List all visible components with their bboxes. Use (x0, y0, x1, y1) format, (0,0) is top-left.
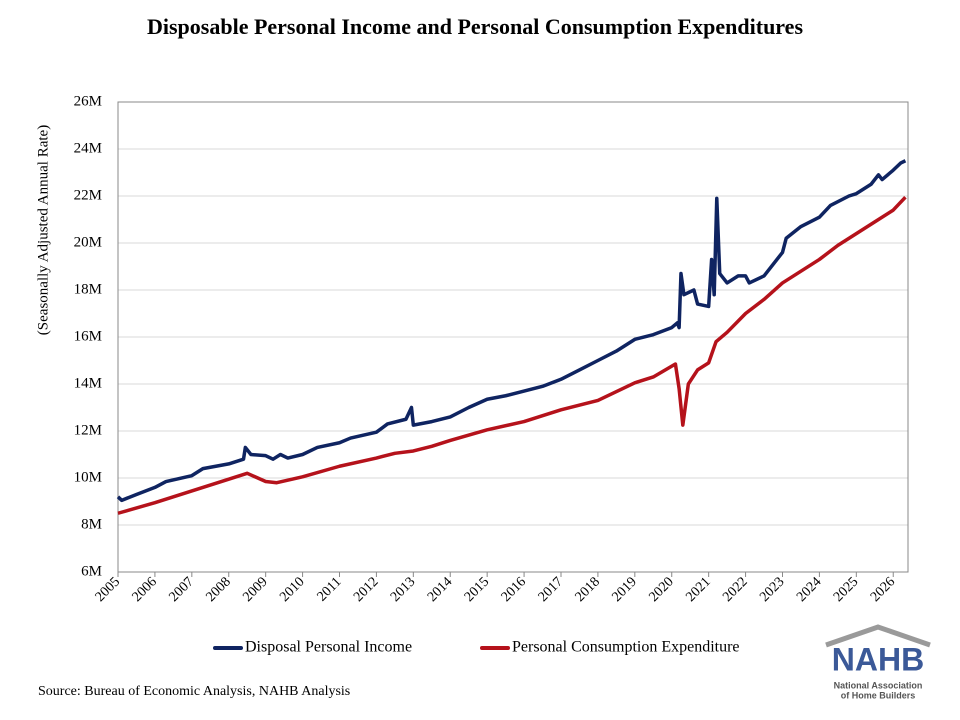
x-tick-label: 2023 (757, 574, 787, 604)
y-tick-label: 22M (74, 187, 102, 203)
y-tick-label: 14M (74, 375, 102, 391)
y-tick-label: 24M (74, 140, 102, 156)
source: Source: Bureau of Economic Analysis, NAH… (38, 684, 350, 699)
x-tick-label: 2006 (130, 574, 160, 604)
x-tick-label: 2008 (203, 574, 233, 604)
x-tick-label: 2022 (720, 574, 750, 604)
y-tick-label: 10M (74, 469, 102, 485)
x-tick-label: 2010 (277, 574, 307, 604)
x-tick-label: 2014 (425, 574, 455, 604)
y-tick-label: 8M (81, 516, 102, 532)
y-axis-label: (Seasonally Adjusted Annual Rate) (35, 125, 51, 335)
x-tick-label: 2019 (610, 574, 640, 604)
y-tick-label: 26M (74, 93, 102, 109)
legend-label: Personal Consumption Expenditure (512, 639, 740, 656)
x-tick-label: 2026 (868, 574, 898, 604)
x-tick-label: 2024 (794, 574, 824, 604)
y-tick-label: 6M (81, 563, 102, 579)
x-tick-label: 2018 (573, 574, 603, 604)
logo-line: of Home Builders (841, 690, 916, 700)
x-tick-label: 2011 (315, 574, 345, 604)
y-tick-label: 20M (74, 234, 102, 250)
x-tick-label: 2020 (646, 574, 676, 604)
x-tick-label: 2015 (462, 574, 492, 604)
logo-roof (825, 624, 931, 648)
x-tick-label: 2007 (167, 574, 197, 604)
y-tick-label: 18M (74, 281, 102, 297)
y-tick-label: 16M (74, 328, 102, 344)
chart-title: Disposable Personal Income and Personal … (146, 14, 803, 39)
x-tick-label: 2009 (240, 574, 270, 604)
legend-label: Disposal Personal Income (245, 639, 412, 656)
y-tick-label: 12M (74, 422, 102, 438)
logo-line: National Association (834, 680, 923, 690)
data-line (116, 159, 907, 503)
logo: NAHB National Association of Home Builde… (825, 624, 931, 700)
x-tick-label: 2016 (499, 574, 529, 604)
logo-text: NAHB (832, 641, 924, 677)
x-tick-label: 2025 (831, 574, 861, 604)
x-tick-label: 2012 (351, 574, 381, 604)
data-line (117, 195, 907, 515)
x-tick-label: 2013 (388, 574, 418, 604)
x-tick-label: 2017 (536, 574, 566, 604)
plot-frame (117, 101, 909, 573)
x-tick-label: 2021 (683, 574, 713, 604)
